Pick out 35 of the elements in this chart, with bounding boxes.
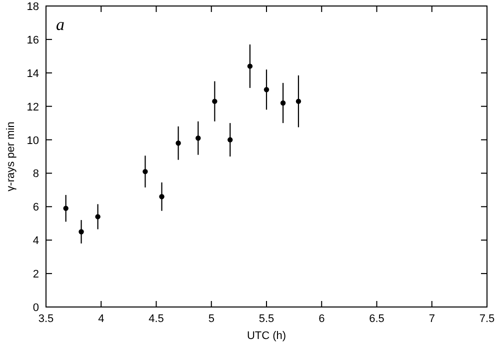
x-tick-label: 7 [428,313,435,325]
point [212,98,218,104]
x-tick-label: 4 [98,313,104,325]
x-tick-label: 4.5 [148,313,164,325]
y-tick-label: 8 [32,168,39,180]
y-tick-label: 18 [26,1,39,13]
x-tick-label: 7.5 [479,313,495,325]
point [228,137,233,142]
x-axis-title: UTC (h) [246,330,286,342]
y-tick-label: 2 [32,268,39,281]
y-tick-label: 12 [26,101,39,114]
annotation: a [56,15,64,34]
x-tick-label: 3.5 [38,313,54,325]
point [159,194,164,200]
point [296,98,302,104]
y-tick-label: 6 [32,202,39,214]
x-tick-label: 6 [318,313,325,325]
x-tick-label: 5 [208,313,214,325]
y-tick-label: 10 [26,134,39,147]
x-tick-label: 6.5 [369,313,384,325]
point [142,168,148,174]
point [63,206,68,211]
point [264,87,270,92]
y-axis-title: γ-rays per min [5,122,17,192]
point [247,64,253,69]
x-tick-label: 5.5 [258,313,274,325]
y-tick-label: 16 [26,34,39,46]
point [95,214,100,220]
point [78,229,84,234]
point [196,136,201,141]
y-tick-label: 14 [26,68,39,80]
y-tick-label: 4 [32,235,39,248]
point [280,100,286,106]
y-tick-label: 0 [32,302,39,314]
point [176,140,181,146]
